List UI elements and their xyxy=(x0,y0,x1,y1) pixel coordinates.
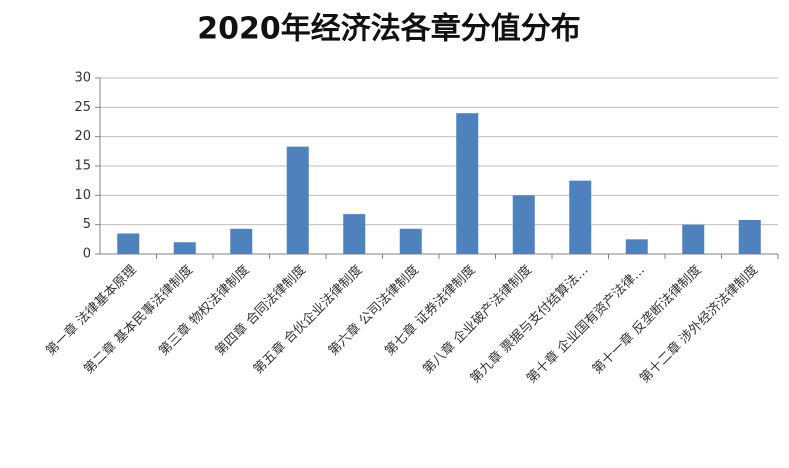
x-tick-label: 第七章 证券法律制度 xyxy=(382,262,479,359)
x-tick-label: 第一章 法律基本原理 xyxy=(43,262,140,359)
y-tick-label: 5 xyxy=(83,217,91,232)
bar xyxy=(682,224,705,254)
x-tick-label: 第八章 企业破产法律制度 xyxy=(420,262,535,377)
x-tick-label: 第二章 基本民事法律制度 xyxy=(81,262,196,377)
bar xyxy=(625,239,648,254)
y-tick-label: 0 xyxy=(83,247,91,262)
bar xyxy=(173,242,196,254)
y-tick-label: 25 xyxy=(74,100,91,115)
bar xyxy=(738,219,761,254)
bar xyxy=(343,214,366,254)
x-tick-label: 第五章 合伙企业法律制度 xyxy=(250,262,365,377)
x-tick-label: 第九章 票据与支付结算法… xyxy=(467,262,592,387)
bar xyxy=(456,113,479,254)
y-tick-label: 20 xyxy=(74,129,91,144)
bar xyxy=(117,233,140,254)
x-tick-label: 第十一章 反垄断法律制度 xyxy=(589,262,704,377)
bar xyxy=(512,195,535,254)
x-tick-label: 第六章 公司法律制度 xyxy=(325,262,422,359)
x-tick-label: 第三章 物权法律制度 xyxy=(156,262,253,359)
y-tick-label: 30 xyxy=(74,71,91,86)
bar xyxy=(286,146,309,254)
x-tick-label: 第十二章 涉外经济法律制度 xyxy=(637,262,762,387)
bar xyxy=(399,228,422,254)
y-tick-label: 10 xyxy=(74,188,91,203)
bar xyxy=(230,228,253,254)
y-tick-label: 15 xyxy=(74,159,91,174)
x-tick-label: 第十章 企业国有资产法律… xyxy=(524,262,649,387)
chart-title: 2020年经济法各章分值分布 xyxy=(197,12,581,47)
x-tick-label: 第四章 合同法律制度 xyxy=(212,262,309,359)
bar xyxy=(569,180,592,254)
